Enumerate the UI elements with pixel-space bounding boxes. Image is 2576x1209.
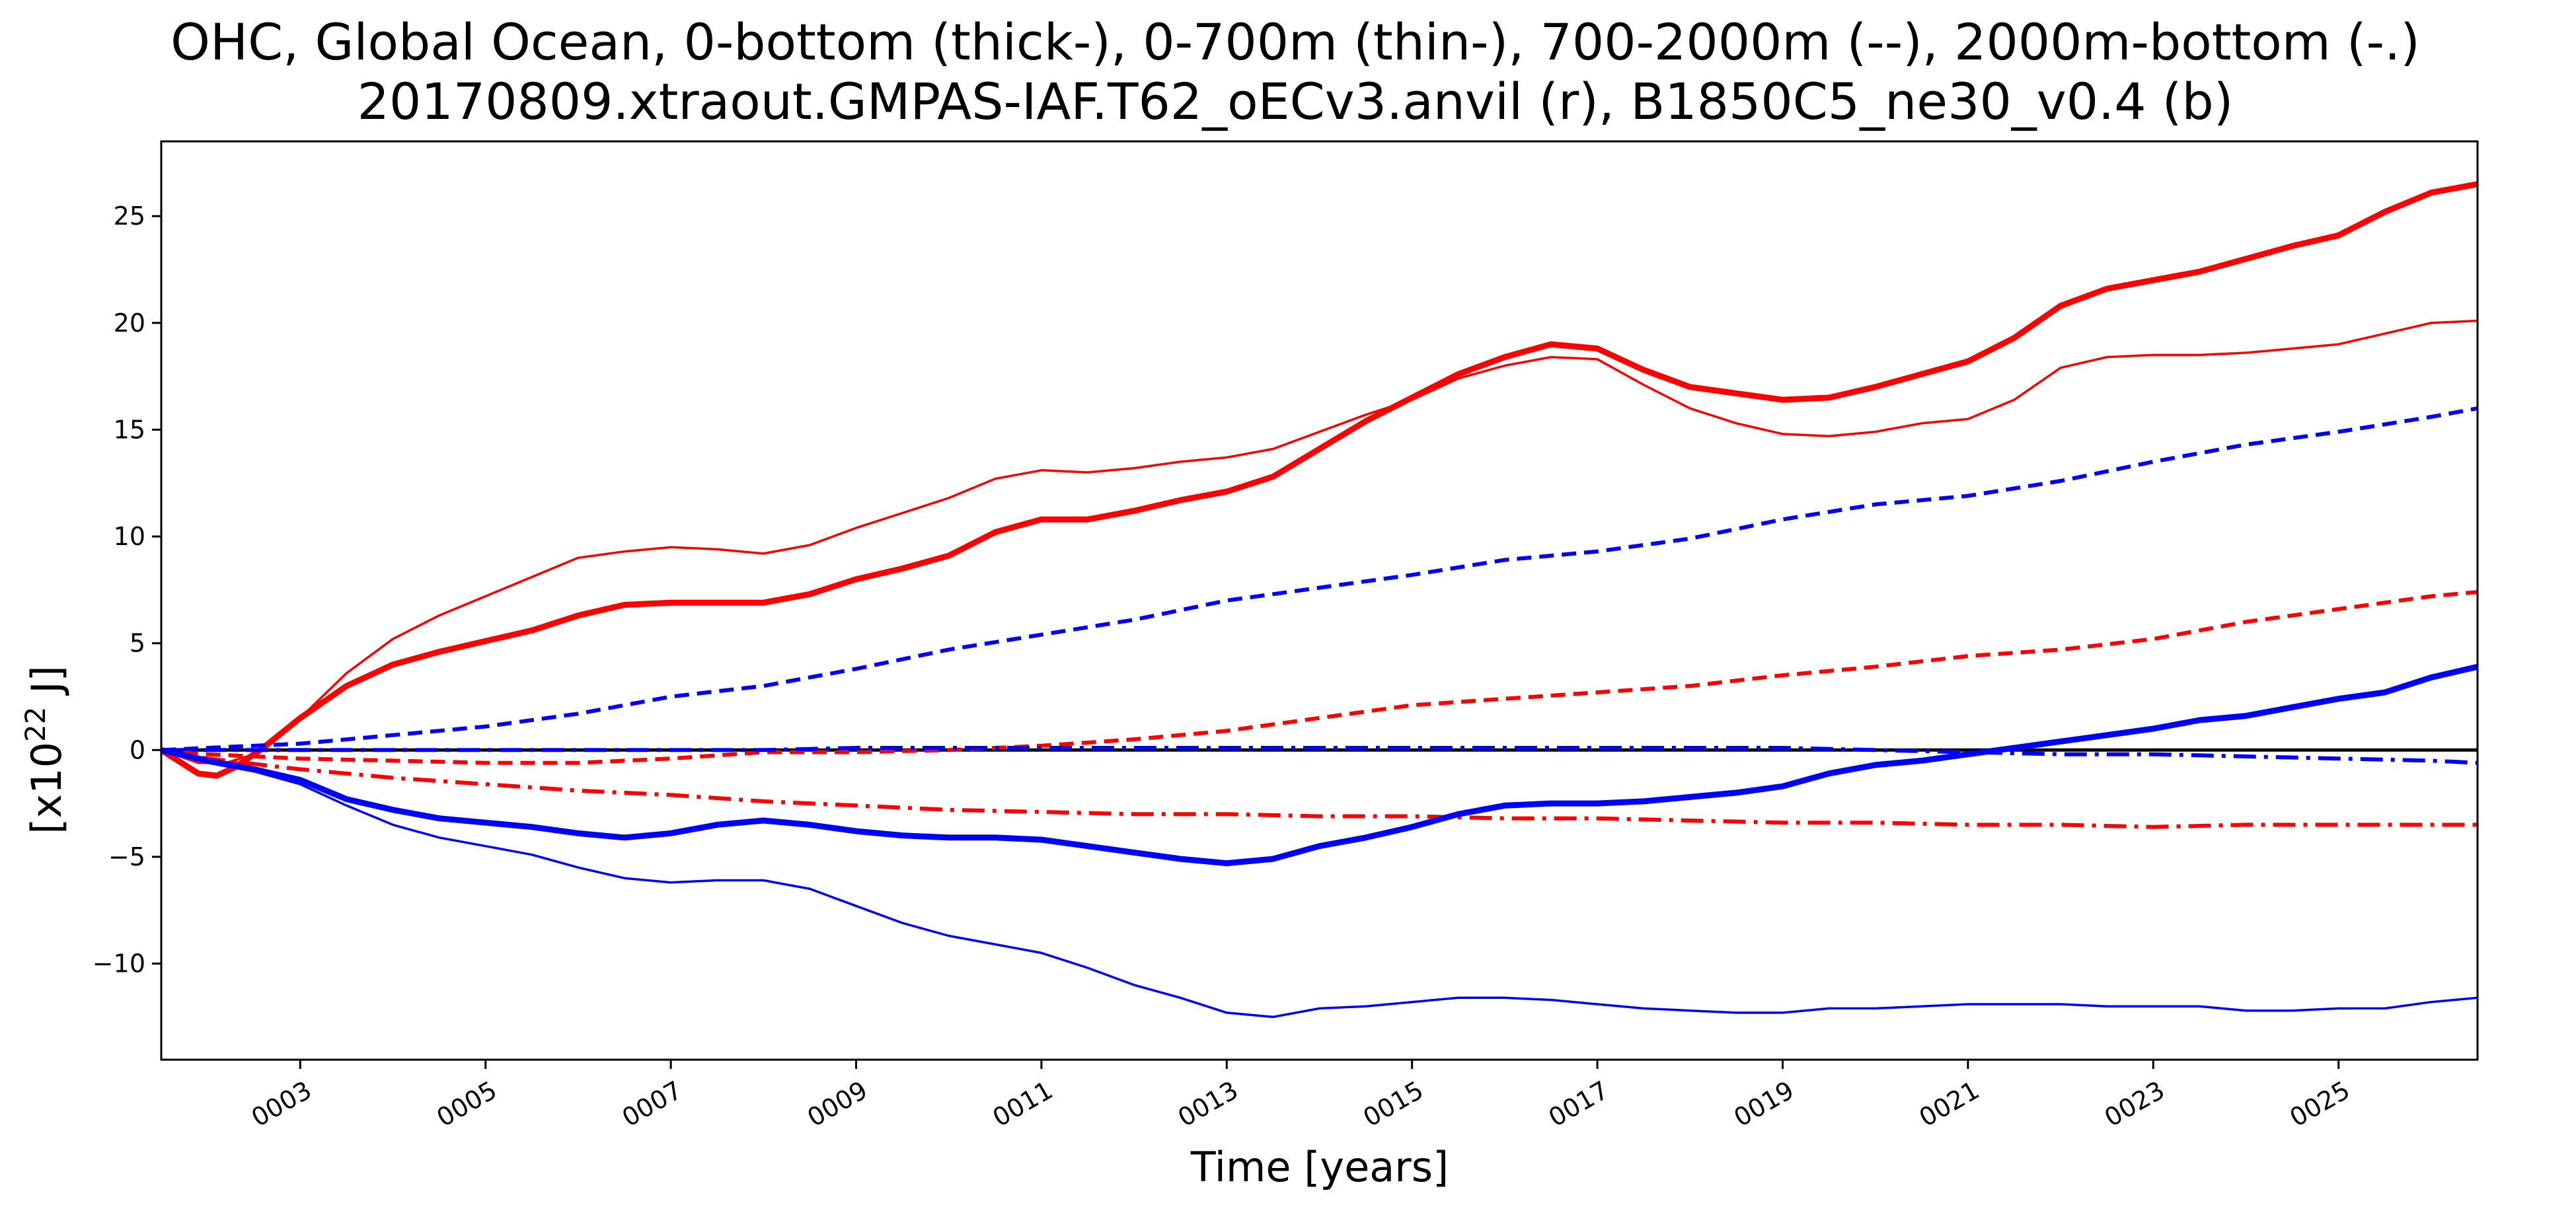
y-tick-label: −5 xyxy=(108,842,145,871)
series-line-4-thick xyxy=(161,663,2478,867)
series-line-5-thin xyxy=(161,749,2478,1019)
y-axis-label-unit: J] xyxy=(22,665,71,706)
y-tick-label: 15 xyxy=(114,415,145,444)
y-axis-label-exponent: 22 xyxy=(19,706,52,741)
y-tick-label: 25 xyxy=(114,202,145,231)
y-tick-label: 10 xyxy=(114,522,145,551)
y-tick-label: 20 xyxy=(114,309,145,338)
series-line-6-dashed xyxy=(161,406,2478,752)
x-axis-label: Time [years] xyxy=(1190,1143,1449,1191)
y-axis-label: [x1022 J] xyxy=(19,665,71,834)
axes-frame xyxy=(160,140,2479,1061)
y-tick-label: 0 xyxy=(130,735,145,764)
series-line-2-dashed xyxy=(161,590,2478,765)
series-line-7-dashdot xyxy=(161,746,2478,765)
y-tick-label: 5 xyxy=(130,629,145,658)
series-line-0-thick xyxy=(161,181,2478,779)
chart-title-line-1: OHC, Global Ocean, 0-bottom (thick-), 0-… xyxy=(170,13,2420,71)
series-line-1-thin xyxy=(161,319,2478,764)
chart-title-line-2: 20170809.xtraout.GMPAS-IAF.T62_oECv3.anv… xyxy=(358,72,2234,131)
series-line-3-dashdot xyxy=(161,748,2478,829)
y-axis-label-prefix: [x10 xyxy=(22,742,71,834)
y-tick-label: −10 xyxy=(93,949,145,978)
